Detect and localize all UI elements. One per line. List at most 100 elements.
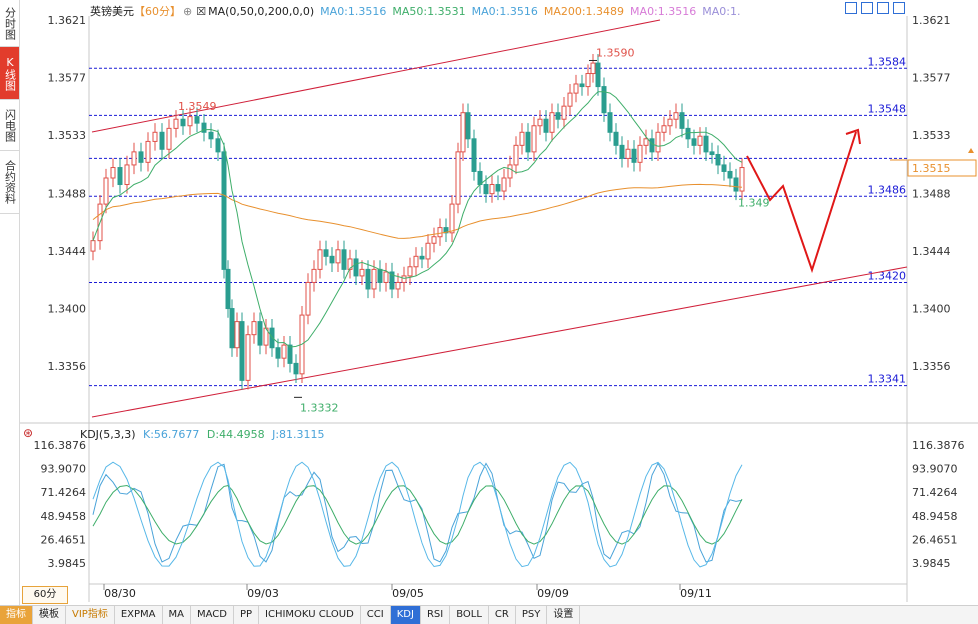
level-label: 1.3584 <box>868 55 907 68</box>
kdj-tick-right: 48.9458 <box>912 510 958 523</box>
kdj-tick-left: 26.4651 <box>41 533 87 546</box>
indicator-tab-10[interactable]: RSI <box>421 606 451 624</box>
indicator-tab-1[interactable]: 模板 <box>33 606 66 624</box>
ma-value-3: MA200:1.3489 <box>543 5 625 18</box>
candle-body <box>465 112 471 140</box>
candle-body <box>90 240 96 252</box>
ma-values: MA0:1.3516 MA50:1.3531 MA0:1.3516 MA200:1.3… <box>320 5 746 18</box>
ma-value-0: MA0:1.3516 <box>320 5 387 18</box>
indicator-tab-6[interactable]: PP <box>234 606 260 624</box>
candle-body <box>460 112 466 153</box>
candle-body <box>239 321 245 381</box>
indicator-tab-2[interactable]: VIP指标 <box>66 606 115 624</box>
candle-body <box>208 131 214 140</box>
price-tick-right: 1.3577 <box>912 71 951 84</box>
date-label: 08/30 <box>104 587 136 600</box>
candle-body <box>395 281 401 290</box>
indicator-tabbar: 指标 模板 VIP指标 EXPMA MA MACD PP ICHIMOKU CLOUD CCI K… <box>0 605 978 624</box>
candle-body <box>519 131 525 146</box>
candle-body <box>377 268 383 283</box>
candle-body <box>721 164 727 172</box>
kdj-tick-right: 116.3876 <box>912 439 965 452</box>
indicator-tab-12[interactable]: CR <box>489 606 516 624</box>
indicator-tab-11[interactable]: BOLL <box>450 606 489 624</box>
crosshair-icon[interactable] <box>845 2 857 14</box>
candle-body <box>221 151 227 270</box>
kdj-line-2 <box>92 461 743 568</box>
kdj-line-1 <box>92 484 743 545</box>
candle-body <box>389 271 395 290</box>
candle-body <box>215 138 221 153</box>
price-tick-left: 1.3356 <box>48 360 87 373</box>
candle-body <box>124 164 130 186</box>
forecast-arrowhead <box>845 128 861 145</box>
candle-body <box>673 112 679 120</box>
price-tick-right: 1.3488 <box>912 188 951 201</box>
candle-body <box>401 275 407 283</box>
candle-body <box>305 281 311 316</box>
level-label: 1.3420 <box>868 269 907 282</box>
zoom-in-icon[interactable] <box>877 2 889 14</box>
candle-body <box>245 334 251 381</box>
chart-header: 英镑美元【60分】 ⊕ ☒ MA(0,50,0,200,0,0) MA0:1.3516 M… <box>90 3 752 18</box>
candle-body <box>329 255 335 264</box>
kdj-k: K:56.7677 <box>143 428 200 441</box>
kdj-gear-icon: ⊛ <box>23 426 33 440</box>
candle-body <box>152 131 158 142</box>
candle-body <box>709 151 715 155</box>
candle-body <box>531 125 537 153</box>
candle-body <box>353 258 359 277</box>
kdj-tick-left: 93.9070 <box>41 463 87 476</box>
candle-body <box>649 138 655 153</box>
indicator-tab-5[interactable]: MACD <box>191 606 234 624</box>
candle-body <box>715 153 721 166</box>
kdj-label: KDJ(5,3,3) <box>80 428 136 441</box>
ma200-line <box>92 183 743 239</box>
price-chart[interactable]: 1.3584 1.3548 1.3486 1.3420 1.3341 1.3621 1.3… <box>0 0 978 605</box>
indicator-tab-4[interactable]: MA <box>163 606 191 624</box>
candle-body <box>555 112 561 120</box>
candle-body <box>187 116 193 127</box>
ma-value-4: MA0:1.3516 <box>630 5 697 18</box>
candle-body <box>383 271 389 283</box>
candle-body <box>537 118 543 127</box>
indicator-tab-14[interactable]: 设置 <box>547 606 581 624</box>
ma50-line <box>92 91 743 348</box>
tab-contract-info[interactable]: 合约资料 <box>0 151 19 214</box>
candle-body <box>413 255 419 268</box>
last-low-label: 1.349 <box>738 196 770 209</box>
level-label: 1.3486 <box>868 183 907 196</box>
indicator-tab-13[interactable]: PSY <box>516 606 548 624</box>
zoom-out-icon[interactable] <box>893 2 905 14</box>
indicator-tab-9[interactable]: KDJ <box>390 606 421 624</box>
candle-body <box>145 140 151 163</box>
indicator-tab-0[interactable]: 指标 <box>0 606 33 624</box>
fullscreen-icon[interactable] <box>861 2 873 14</box>
candle-body <box>293 362 299 375</box>
indicator-tab-8[interactable]: CCI <box>361 606 391 624</box>
price-tick-right: 1.3621 <box>912 14 951 27</box>
ma-value-5: MA0:1. <box>702 5 741 18</box>
period-label[interactable]: 【60分】 <box>134 5 181 18</box>
candle-body <box>525 131 531 153</box>
current-price-label: 1.3515 <box>912 162 951 175</box>
kdj-tick-right: 71.4264 <box>912 486 958 499</box>
tab-flash-chart[interactable]: 闪电图 <box>0 100 19 151</box>
candle-body <box>275 347 281 359</box>
candle-body <box>549 112 555 133</box>
indicator-tab-7[interactable]: ICHIMOKU CLOUD <box>259 606 361 624</box>
candle-body <box>601 86 607 114</box>
indicator-tab-3[interactable]: EXPMA <box>115 606 163 624</box>
tab-kline-chart[interactable]: K线图 <box>0 47 19 100</box>
candle-body <box>455 151 461 205</box>
candle-body <box>590 62 596 75</box>
candle-body <box>691 138 697 146</box>
forecast-arrow <box>746 131 857 274</box>
candle-body <box>201 122 207 133</box>
ma-checkbox-icon[interactable]: ☒ <box>196 5 207 18</box>
price-tick-left: 1.3621 <box>48 14 87 27</box>
tab-time-chart[interactable]: 分时图 <box>0 0 19 47</box>
candle-body <box>637 144 643 163</box>
period-selector[interactable]: 60分 <box>22 586 68 604</box>
settings-icon[interactable]: ⊕ <box>183 5 193 18</box>
